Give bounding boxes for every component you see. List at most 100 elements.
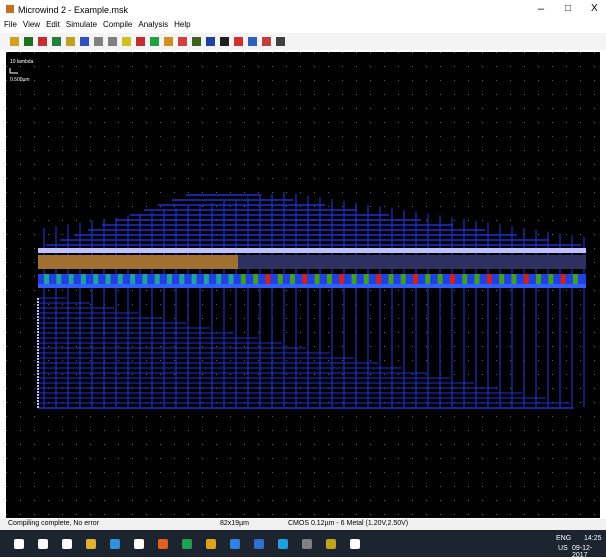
layout-shape	[400, 274, 406, 284]
layout-shape	[240, 274, 246, 284]
layout-shape	[425, 274, 431, 284]
taskbar-icon[interactable]	[230, 539, 240, 549]
taskbar-icon[interactable]	[14, 539, 24, 549]
layout-shape	[548, 274, 554, 284]
layout-shape	[302, 274, 308, 284]
layout-shape	[93, 274, 99, 284]
status-message: Compiling complete, No error	[8, 520, 100, 527]
layout-shape	[179, 274, 185, 284]
taskbar-icon[interactable]	[86, 539, 96, 549]
layout-shape	[228, 274, 234, 284]
tool-button[interactable]	[206, 37, 215, 46]
layout-shape	[462, 274, 468, 284]
tool-button[interactable]	[122, 37, 131, 46]
layout-shape	[154, 274, 160, 284]
layout-shape	[413, 274, 418, 284]
close-button[interactable]: X	[591, 3, 598, 14]
tool-button[interactable]	[262, 37, 271, 46]
clock-date: 09-12-2017	[572, 545, 593, 559]
layout-shape	[572, 274, 578, 284]
tool-button[interactable]	[192, 37, 201, 46]
layout-shape	[376, 274, 382, 284]
tool-button[interactable]	[220, 37, 229, 46]
taskbar-icon[interactable]	[62, 539, 72, 549]
tool-button[interactable]	[94, 37, 103, 46]
scale-value: 0.500µm	[10, 77, 30, 83]
taskbar-icon[interactable]	[182, 539, 192, 549]
tool-button[interactable]	[66, 37, 75, 46]
layout-shape	[363, 274, 369, 284]
layout-shape	[290, 274, 295, 284]
layout-shape	[449, 274, 455, 284]
layout-shape	[474, 274, 480, 284]
layout-canvas[interactable]: 10 lambda 0.500µm	[6, 52, 600, 518]
layout-shape	[437, 274, 443, 284]
layout-shape	[253, 274, 259, 284]
scale-label: 10 lambda	[10, 59, 34, 65]
menu-item[interactable]: File	[4, 20, 17, 29]
layout-shape	[536, 274, 541, 284]
clock-time: 14:25	[584, 535, 602, 542]
app-icon	[6, 5, 14, 13]
status-bar: Compiling complete, No error 82x19µm CMO…	[0, 519, 606, 530]
tool-button[interactable]	[24, 37, 33, 46]
tool-button[interactable]	[164, 37, 173, 46]
taskbar-icon[interactable]	[278, 539, 288, 549]
taskbar-icon[interactable]	[326, 539, 336, 549]
layout-shape	[68, 274, 74, 284]
layout-shape	[216, 274, 222, 284]
taskbar-icon[interactable]	[350, 539, 360, 549]
status-technology: CMOS 0.12µm - 6 Metal (1.20V,2.50V)	[288, 520, 409, 527]
tool-button[interactable]	[38, 37, 47, 46]
menu-item[interactable]: Help	[174, 20, 191, 29]
layout-shape	[167, 274, 172, 284]
window-title: Microwind 2 - Example.msk	[18, 5, 129, 15]
tool-button[interactable]	[248, 37, 257, 46]
circuit	[37, 192, 586, 409]
layout-shape	[191, 274, 197, 284]
layout-shape	[499, 274, 505, 284]
tool-button[interactable]	[276, 37, 285, 46]
layout-shape	[44, 274, 49, 284]
status-size: 82x19µm	[220, 520, 249, 527]
menu-item[interactable]: View	[22, 20, 41, 29]
tool-button[interactable]	[10, 37, 19, 46]
tool-button[interactable]	[108, 37, 117, 46]
taskbar-icon[interactable]	[110, 539, 120, 549]
language: ENG	[556, 535, 572, 542]
tool-button[interactable]	[150, 37, 159, 46]
tool-button[interactable]	[136, 37, 145, 46]
menu-item[interactable]: Edit	[46, 20, 60, 29]
layout-shape	[203, 274, 209, 284]
menu-item[interactable]: Analysis	[138, 20, 169, 29]
layout-shape	[560, 274, 566, 284]
minimize-button[interactable]: –	[538, 3, 545, 15]
menu-item[interactable]: Compile	[103, 20, 133, 29]
menu-item[interactable]: Simulate	[65, 20, 98, 29]
maximize-button[interactable]: □	[565, 3, 572, 14]
layout-shape	[142, 274, 148, 284]
taskbar-icon[interactable]	[38, 539, 48, 549]
tool-button[interactable]	[52, 37, 61, 46]
taskbar-icon[interactable]	[158, 539, 168, 549]
layout-shape	[238, 255, 586, 269]
tool-button[interactable]	[234, 37, 243, 46]
title-bar: Microwind 2 - Example.msk – □ X	[0, 0, 606, 20]
taskbar-icon[interactable]	[206, 539, 216, 549]
layout-shape	[265, 274, 271, 284]
layout-shape	[80, 274, 86, 284]
layout-shape	[511, 274, 517, 284]
taskbar-icon[interactable]	[134, 539, 144, 549]
layout-shape	[117, 274, 123, 284]
tool-button[interactable]	[80, 37, 89, 46]
taskbar-icon[interactable]	[302, 539, 312, 549]
taskbar-icon[interactable]	[254, 539, 264, 549]
layout-shape	[38, 284, 586, 288]
layout-shape	[523, 274, 529, 284]
tool-button[interactable]	[178, 37, 187, 46]
layout-shape	[56, 274, 62, 284]
toolbar	[0, 33, 606, 50]
layout-shape	[339, 274, 345, 284]
layout-shape	[388, 274, 394, 284]
